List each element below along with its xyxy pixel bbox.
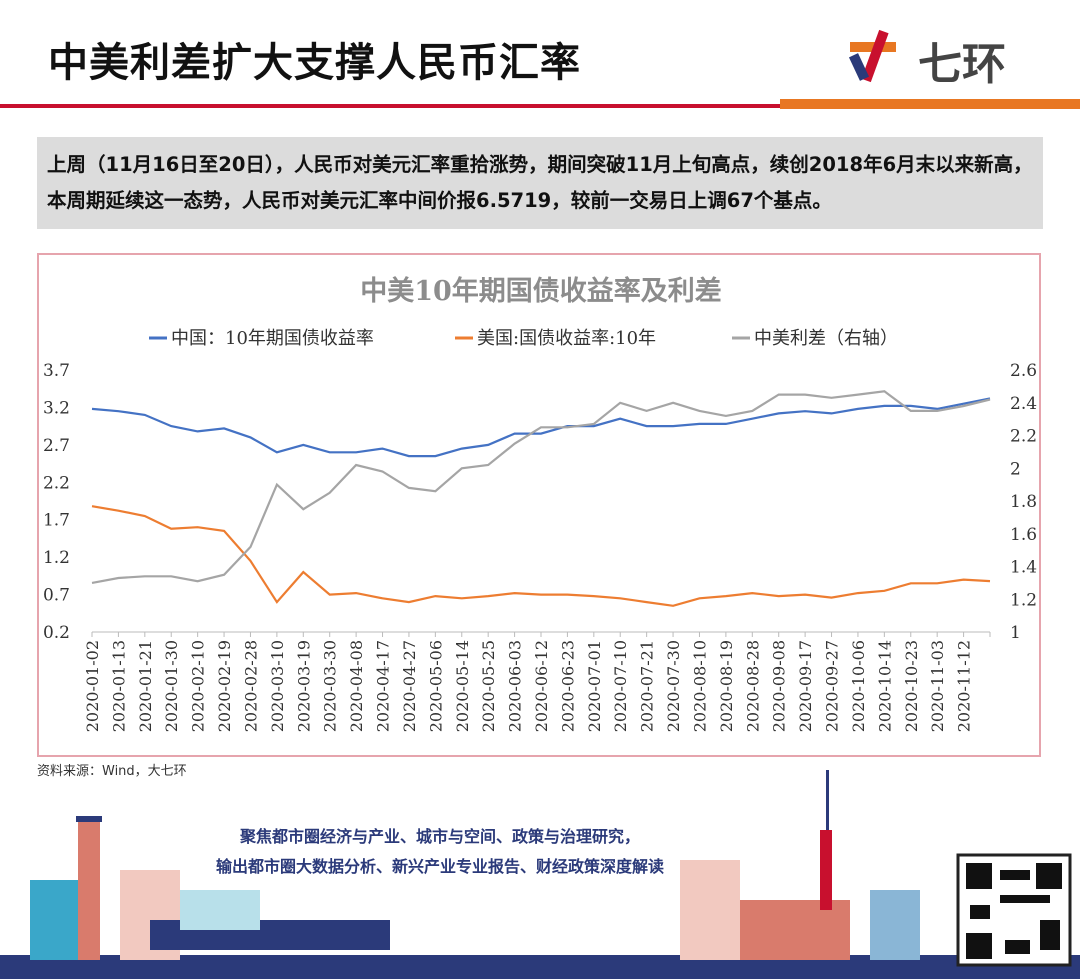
source: 资料来源：Wind，大七环 (37, 764, 187, 779)
legend-label: 美国:国债收益率:10年 (477, 328, 656, 349)
x-tick-label: 2020-07-21 (638, 640, 657, 732)
x-tick-label: 2020-06-12 (532, 640, 551, 732)
footer-text: 聚焦都市圈经济与产业、城市与空间、政策与治理研究， 输出都市圈大数据分析、新兴产业… (160, 822, 720, 882)
legend-label: 中国：10年期国债收益率 (171, 328, 374, 349)
series-line (91, 390, 991, 584)
x-tick-label: 2020-01-13 (109, 640, 128, 732)
header-accent (780, 99, 1080, 109)
x-tick-label: 2020-04-17 (374, 640, 393, 732)
y-tick-label: 1.2 (43, 548, 70, 568)
logo-text: 七环 (918, 39, 1006, 90)
x-tick-label: 2020-02-28 (241, 640, 260, 732)
y-tick-label: 1.7 (43, 511, 70, 531)
footer-line: 聚焦都市圈经济与产业、城市与空间、政策与治理研究， (239, 827, 640, 846)
x-tick-label: 2020-04-27 (400, 640, 419, 732)
x-tick-label: 2020-08-19 (717, 640, 736, 732)
y-tick-label: 0.2 (43, 623, 70, 643)
x-tick-label: 2020-06-23 (558, 640, 577, 732)
series-line (91, 397, 991, 458)
x-tick-label: 2020-11-12 (955, 640, 974, 732)
y-tick-label: 2.2 (43, 473, 70, 493)
y2-tick-label: 2 (1010, 459, 1021, 479)
x-tick-label: 2020-09-17 (796, 640, 815, 732)
x-tick-label: 2020-05-14 (453, 640, 472, 732)
x-tick-label: 2020-08-28 (743, 640, 762, 732)
summary: 上周（11月16日至20日），人民币对美元汇率重拾涨势，期间突破11月上旬高点，… (37, 137, 1043, 229)
x-tick-label: 2020-08-10 (690, 640, 709, 732)
x-tick-label: 2020-07-10 (611, 640, 630, 732)
x-tick-label: 2020-02-10 (189, 640, 208, 732)
x-tick-label: 2020-05-25 (479, 640, 498, 732)
x-tick-label: 2020-09-27 (823, 640, 842, 732)
y2-tick-label: 1.8 (1010, 492, 1037, 512)
x-tick-label: 2020-10-23 (902, 640, 921, 732)
series-line (91, 505, 991, 607)
logo-icon (848, 29, 896, 83)
y2-tick-label: 1.2 (1010, 590, 1037, 610)
y2-tick-label: 2.4 (1010, 394, 1037, 414)
cityscape (0, 770, 1080, 979)
x-tick-label: 2020-01-30 (162, 640, 181, 732)
x-tick-label: 2020-03-19 (294, 640, 313, 732)
x-tick-label: 2020-09-08 (770, 640, 789, 732)
y2-tick-label: 2.6 (1010, 361, 1037, 381)
x-tick-label: 2020-07-01 (585, 640, 604, 732)
y2-tick-label: 1.6 (1010, 525, 1037, 545)
x-tick-label: 2020-11-03 (928, 640, 947, 732)
x-tick-label: 2020-10-14 (875, 640, 894, 732)
logo: 七环 (848, 28, 1028, 90)
y-tick-label: 3.2 (43, 398, 70, 418)
page-title: 中美利差扩大支撑人民币汇率 (48, 40, 581, 86)
x-tick-label: 2020-03-10 (268, 640, 287, 732)
y2-tick-label: 1.4 (1010, 558, 1037, 578)
footer-line: 输出都市圈大数据分析、新兴产业专业报告、财经政策深度解读 (215, 857, 664, 876)
y-tick-label: 2.7 (43, 436, 70, 456)
x-tick-label: 2020-07-30 (664, 640, 683, 732)
header-rule (0, 104, 780, 108)
chart-title: 中美10年期国债收益率及利差 (360, 275, 722, 307)
x-tick-label: 2020-01-02 (83, 640, 102, 732)
y2-tick-label: 1 (1010, 623, 1021, 643)
x-tick-label: 2020-06-03 (506, 640, 525, 732)
x-tick-label: 2020-10-06 (849, 640, 868, 732)
y-tick-label: 0.7 (43, 586, 70, 606)
x-tick-label: 2020-05-06 (426, 640, 445, 732)
x-tick-label: 2020-02-19 (215, 640, 234, 732)
x-tick-label: 2020-04-08 (347, 640, 366, 732)
x-tick-label: 2020-01-21 (136, 640, 155, 732)
x-tick-label: 2020-03-30 (321, 640, 340, 732)
legend-label: 中美利差（右轴） (754, 328, 898, 349)
y2-tick-label: 2.2 (1010, 427, 1037, 447)
y-tick-label: 3.7 (43, 361, 70, 381)
chart-frame (37, 253, 1041, 757)
